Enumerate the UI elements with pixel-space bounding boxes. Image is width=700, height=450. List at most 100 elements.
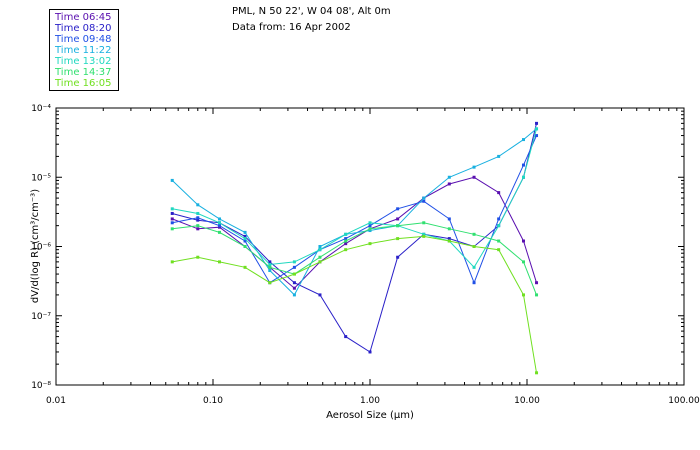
data-point	[368, 224, 372, 228]
data-point	[522, 163, 526, 167]
data-point	[217, 217, 221, 221]
data-point	[170, 178, 174, 182]
x-tick-label: 1.00	[360, 396, 380, 406]
series-line	[172, 235, 537, 373]
legend-item: Time 08:20	[55, 23, 112, 34]
data-point	[170, 211, 174, 215]
data-point	[292, 281, 296, 285]
data-point	[422, 221, 426, 225]
data-point	[268, 262, 272, 266]
data-point	[292, 260, 296, 264]
data-point	[268, 281, 272, 285]
data-point	[268, 269, 272, 273]
x-tick-label: 100.00	[668, 396, 700, 406]
data-point	[243, 230, 247, 234]
data-point	[243, 234, 247, 238]
data-point	[535, 121, 539, 125]
data-point	[268, 260, 272, 264]
data-point	[447, 175, 451, 179]
data-point	[170, 260, 174, 264]
data-point	[344, 232, 348, 236]
data-point	[243, 265, 247, 269]
data-point	[196, 227, 200, 231]
legend-item: Time 09:48	[55, 34, 112, 45]
data-point	[497, 154, 501, 158]
data-point	[396, 255, 400, 259]
y-axis-label: dV/d(log R) (cm³/cm⁻³)	[30, 189, 41, 303]
data-point	[368, 350, 372, 354]
data-point	[196, 203, 200, 207]
data-point	[396, 237, 400, 241]
data-point	[497, 248, 501, 252]
data-point	[344, 242, 348, 246]
data-point	[243, 237, 247, 241]
data-point	[396, 224, 400, 228]
data-point	[318, 248, 322, 252]
data-point	[196, 216, 200, 220]
y-tick-label: 10⁻⁸	[31, 381, 51, 391]
data-point	[447, 237, 451, 241]
data-point	[472, 175, 476, 179]
data-point	[497, 239, 501, 243]
data-point	[497, 191, 501, 195]
data-point	[292, 286, 296, 290]
y-tick-label: 10⁻⁵	[31, 173, 51, 183]
chart-subtitle: Data from: 16 Apr 2002	[232, 22, 351, 33]
data-point	[447, 227, 451, 231]
data-point	[497, 224, 501, 228]
data-point	[368, 229, 372, 233]
data-point	[292, 272, 296, 276]
data-point	[268, 265, 272, 269]
data-point	[447, 182, 451, 186]
data-point	[368, 227, 372, 231]
x-axis-label: Aerosol Size (µm)	[326, 410, 414, 421]
data-point	[170, 217, 174, 221]
data-point	[196, 255, 200, 259]
data-point	[368, 221, 372, 225]
data-point	[217, 260, 221, 264]
data-point	[447, 239, 451, 243]
x-tick-label: 0.10	[203, 396, 223, 406]
data-point	[318, 260, 322, 264]
data-point	[422, 199, 426, 203]
data-point	[344, 248, 348, 252]
y-tick-label: 10⁻⁴	[31, 104, 51, 114]
data-point	[196, 218, 200, 222]
legend-item: Time 16:05	[55, 78, 112, 89]
data-point	[535, 127, 539, 131]
legend: Time 06:45 Time 08:20 Time 09:48 Time 11…	[49, 9, 119, 91]
legend-item: Time 14:37	[55, 67, 112, 78]
legend-item: Time 13:02	[55, 56, 112, 67]
data-point	[422, 232, 426, 236]
data-point	[344, 237, 348, 241]
data-point	[292, 293, 296, 297]
data-point	[344, 239, 348, 243]
data-point	[522, 175, 526, 179]
series-line	[171, 128, 537, 296]
data-point	[217, 221, 221, 225]
series-line	[172, 176, 537, 289]
data-point	[472, 265, 476, 269]
axis-ticks: 0.01 0.10 1.00 10.00 100.00 10⁻⁸ 10⁻⁷ 10⁻⁶ 10⁻⁵ 1…	[31, 104, 700, 406]
data-point	[522, 293, 526, 297]
data-point	[472, 232, 476, 236]
data-point	[422, 234, 426, 238]
data-point	[217, 230, 221, 234]
data-point	[318, 293, 322, 297]
data-point	[318, 245, 322, 248]
series-line	[172, 123, 537, 353]
series-layer	[170, 121, 539, 375]
plot-frame	[55, 107, 685, 386]
data-point	[196, 211, 200, 215]
data-point	[292, 265, 296, 269]
data-point	[535, 134, 539, 138]
data-point	[535, 293, 539, 297]
legend-item: Time 06:45	[55, 12, 112, 23]
chart-title: PML, N 50 22', W 04 08', Alt 0m	[232, 6, 391, 17]
series-line	[172, 222, 537, 296]
x-tick-label: 0.01	[46, 396, 66, 406]
data-point	[170, 207, 174, 211]
data-point	[344, 335, 348, 339]
x-tick-label: 10.00	[514, 396, 540, 406]
y-tick-label: 10⁻⁷	[31, 312, 51, 322]
